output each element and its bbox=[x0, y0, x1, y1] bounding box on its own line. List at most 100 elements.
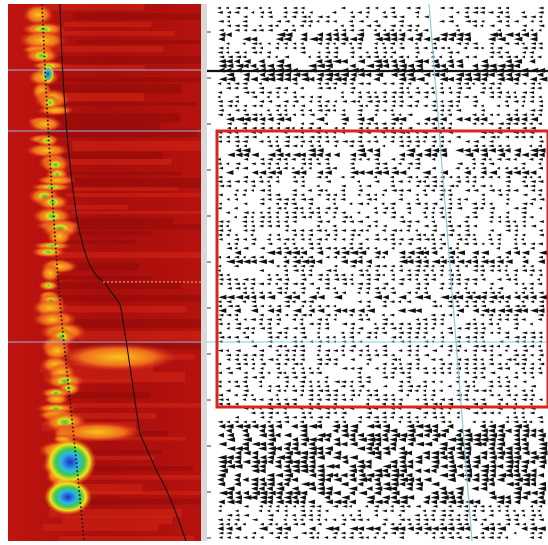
trace-wavelet bbox=[520, 116, 528, 122]
trace-wavelet bbox=[292, 95, 297, 99]
trace-wavelet bbox=[456, 224, 462, 228]
trace-wavelet bbox=[505, 420, 509, 424]
trace-wavelet bbox=[389, 526, 399, 532]
trace-wavelet bbox=[372, 220, 378, 223]
trace-wavelet bbox=[423, 202, 428, 206]
trace-wavelet bbox=[250, 481, 259, 487]
trace-wavelet bbox=[234, 282, 240, 286]
trace-wavelet bbox=[481, 300, 485, 304]
trace-wavelet bbox=[374, 100, 380, 103]
trace-wavelet bbox=[471, 202, 477, 206]
trace-wavelet bbox=[373, 193, 377, 197]
trace-wavelet bbox=[447, 189, 452, 192]
trace-wavelet bbox=[307, 189, 312, 192]
trace-wavelet bbox=[267, 446, 277, 451]
trace-wavelet bbox=[243, 144, 248, 148]
trace-wavelet bbox=[235, 322, 242, 326]
trace-wavelet bbox=[390, 472, 400, 478]
trace-wavelet bbox=[390, 522, 395, 526]
trace-wavelet bbox=[496, 291, 501, 295]
trace-wavelet bbox=[472, 389, 479, 393]
trace-wavelet bbox=[422, 46, 428, 50]
trace-wavelet bbox=[332, 193, 337, 197]
trace-wavelet bbox=[431, 437, 439, 443]
trace-wavelet bbox=[423, 513, 427, 517]
trace-wavelet bbox=[454, 291, 460, 295]
trace-wavelet bbox=[233, 459, 242, 465]
trace-wavelet bbox=[513, 294, 521, 300]
trace-wavelet bbox=[225, 6, 229, 10]
trace-wavelet bbox=[522, 522, 526, 526]
trace-wavelet bbox=[365, 416, 371, 419]
trace-wavelet bbox=[225, 211, 230, 215]
trace-wavelet bbox=[381, 286, 386, 290]
trace-wavelet bbox=[455, 531, 460, 535]
trace-wavelet bbox=[423, 531, 428, 535]
trace-wavelet bbox=[243, 51, 247, 54]
semblance-band bbox=[73, 187, 178, 191]
trace-wavelet bbox=[325, 197, 330, 201]
trace-wavelet bbox=[251, 95, 258, 99]
trace-wavelet bbox=[291, 104, 296, 108]
trace-wavelet bbox=[292, 269, 299, 272]
trace-wavelet bbox=[365, 446, 373, 451]
trace-wavelet bbox=[373, 432, 381, 438]
trace-wavelet bbox=[431, 46, 438, 50]
trace-wavelet bbox=[242, 536, 248, 539]
trace-wavelet bbox=[537, 509, 541, 513]
trace-wavelet bbox=[324, 416, 330, 419]
trace-wavelet bbox=[292, 113, 296, 117]
trace-wavelet bbox=[333, 437, 341, 443]
trace-wavelet bbox=[447, 437, 457, 443]
trace-wavelet bbox=[373, 238, 380, 241]
trace-wavelet bbox=[374, 531, 379, 535]
trace-wavelet bbox=[357, 416, 362, 419]
trace-wavelet bbox=[243, 104, 247, 108]
trace-wavelet bbox=[505, 72, 513, 78]
trace-wavelet bbox=[389, 175, 394, 179]
trace-wavelet bbox=[299, 420, 305, 424]
trace-wavelet bbox=[324, 509, 329, 513]
trace-wavelet bbox=[340, 95, 344, 99]
trace-wavelet bbox=[382, 531, 388, 535]
trace-wavelet bbox=[283, 375, 289, 379]
trace-wavelet bbox=[405, 55, 410, 59]
trace-wavelet bbox=[439, 32, 448, 38]
trace-wavelet bbox=[225, 389, 231, 393]
trace-wavelet bbox=[365, 6, 370, 10]
trace-wavelet bbox=[365, 193, 370, 197]
trace-wavelet bbox=[292, 72, 301, 78]
trace-wavelet bbox=[333, 233, 338, 237]
trace-wavelet bbox=[463, 15, 470, 19]
trace-wavelet bbox=[275, 116, 285, 122]
trace-wavelet bbox=[341, 108, 346, 112]
trace-wavelet bbox=[226, 499, 235, 505]
trace-wavelet bbox=[471, 255, 477, 259]
trace-wavelet bbox=[341, 140, 348, 143]
trace-wavelet bbox=[349, 233, 355, 237]
trace-wavelet bbox=[217, 380, 222, 384]
trace-wavelet bbox=[472, 206, 479, 210]
trace-wavelet bbox=[382, 189, 387, 192]
trace-wavelet bbox=[497, 189, 502, 192]
trace-wavelet bbox=[267, 152, 276, 158]
trace-wavelet bbox=[374, 441, 382, 447]
trace-wavelet bbox=[538, 294, 548, 300]
trace-wavelet bbox=[512, 220, 517, 223]
trace-wavelet bbox=[479, 91, 485, 94]
trace-wavelet bbox=[415, 233, 421, 237]
trace-wavelet bbox=[299, 353, 305, 357]
trace-wavelet bbox=[487, 36, 496, 42]
trace-wavelet bbox=[299, 432, 308, 438]
trace-wavelet bbox=[332, 428, 339, 434]
trace-wavelet bbox=[528, 269, 535, 272]
trace-wavelet bbox=[323, 82, 329, 86]
trace-wavelet bbox=[324, 375, 329, 379]
trace-wavelet bbox=[414, 308, 422, 313]
trace-wavelet bbox=[226, 82, 231, 86]
trace-wavelet bbox=[537, 437, 545, 443]
trace-wavelet bbox=[309, 509, 313, 513]
trace-wavelet bbox=[489, 495, 497, 500]
trace-wavelet bbox=[398, 100, 404, 103]
trace-wavelet bbox=[536, 526, 546, 532]
